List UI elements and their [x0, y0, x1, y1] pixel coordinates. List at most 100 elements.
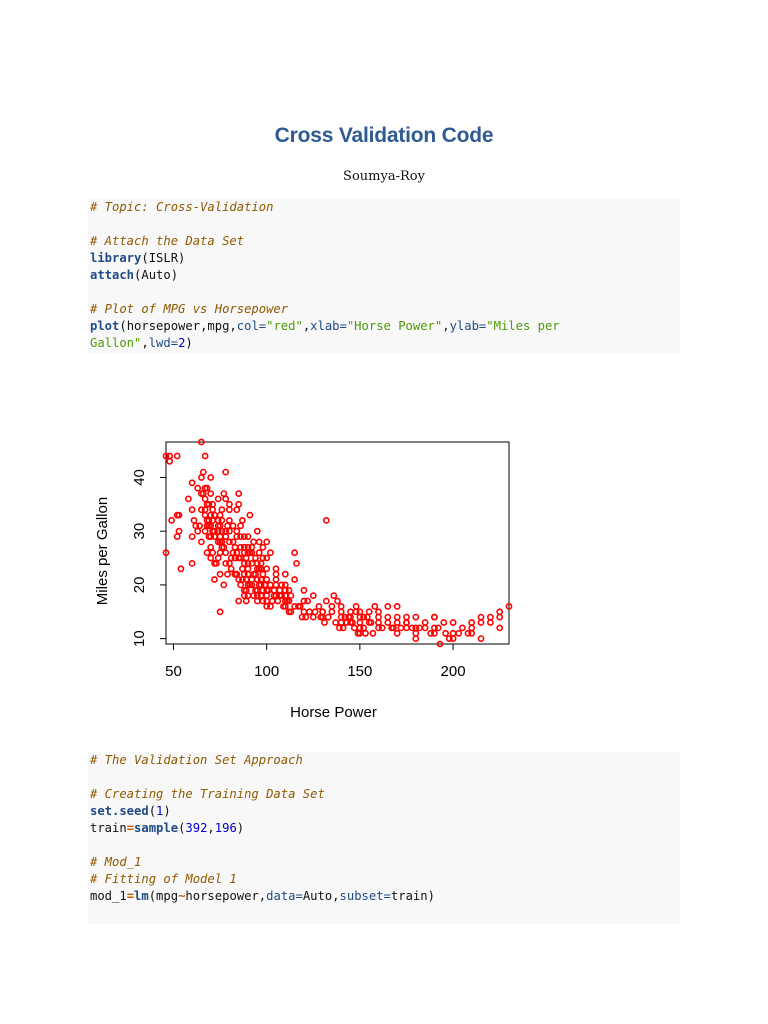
data-point — [306, 608, 313, 616]
data-point — [201, 452, 209, 460]
data-point — [274, 597, 282, 605]
data-point — [222, 559, 230, 567]
data-point — [300, 586, 308, 594]
data-point — [177, 565, 185, 573]
data-point — [225, 517, 233, 524]
data-point — [190, 517, 198, 524]
data-point — [393, 613, 401, 621]
data-point — [188, 506, 196, 514]
data-point — [257, 592, 265, 599]
code-comment: # The Validation Set Approach — [90, 753, 303, 767]
data-point — [240, 559, 248, 567]
data-point — [216, 533, 224, 540]
data-point — [268, 597, 276, 605]
data-point — [207, 474, 215, 481]
data-point — [287, 592, 295, 599]
data-point — [216, 549, 224, 557]
code-text: , — [302, 319, 311, 333]
code-text: (Auto) — [134, 268, 179, 282]
data-point — [276, 592, 284, 599]
x-tick-label: 150 — [347, 663, 372, 680]
data-point — [203, 549, 211, 557]
code-text: ) — [163, 804, 171, 818]
data-point — [263, 592, 271, 599]
data-point — [412, 613, 420, 621]
data-point — [263, 554, 271, 562]
data-point — [252, 554, 259, 562]
data-point — [214, 554, 222, 562]
data-point — [194, 527, 202, 535]
data-point — [185, 495, 192, 503]
data-point — [207, 511, 215, 519]
data-point — [248, 559, 256, 567]
code-operator: ~ — [178, 889, 186, 903]
data-point — [162, 452, 170, 460]
data-point — [365, 608, 373, 616]
plot-frame — [165, 441, 510, 645]
data-point — [434, 624, 442, 632]
data-point — [360, 624, 367, 632]
data-point — [278, 581, 285, 589]
code-line: # Attach the Data Set — [90, 233, 678, 250]
data-point — [375, 619, 382, 626]
code-comment: # Creating the Training Data Set — [90, 787, 325, 801]
code-comment: # Mod_1 — [90, 855, 142, 869]
code-line: set.seed(1) — [90, 803, 678, 820]
data-point — [207, 490, 215, 497]
data-point — [496, 608, 504, 616]
data-point — [294, 602, 302, 610]
data-point — [356, 608, 364, 616]
data-point — [378, 624, 386, 632]
data-point — [263, 576, 271, 583]
data-point — [225, 506, 233, 514]
code-text: mod_1 — [90, 889, 127, 903]
y-tick-label: 40 — [131, 469, 148, 486]
data-point — [272, 565, 280, 573]
data-point — [421, 624, 429, 632]
data-point — [259, 543, 267, 551]
data-point — [403, 624, 410, 632]
data-point — [233, 549, 241, 557]
y-axis-label: Miles per Gallon — [94, 497, 111, 605]
data-point — [235, 490, 243, 497]
data-point — [194, 484, 202, 492]
code-function: lm — [134, 889, 149, 903]
data-point — [449, 635, 457, 642]
data-point — [352, 608, 360, 616]
code-line: # Plot of MPG vs Horsepower — [90, 301, 678, 318]
data-point — [300, 608, 308, 616]
code-argument: col= — [236, 319, 267, 333]
data-point — [272, 576, 280, 583]
code-comment: # Topic: Cross-Validation — [90, 200, 274, 214]
data-point — [235, 597, 243, 605]
data-point — [227, 565, 235, 573]
data-point — [311, 608, 319, 616]
data-point — [362, 629, 369, 637]
data-point — [225, 559, 233, 567]
data-point — [477, 613, 485, 621]
data-point — [242, 554, 250, 562]
data-point — [188, 559, 196, 567]
code-argument: subset= — [339, 889, 391, 903]
code-text: train — [90, 821, 127, 835]
code-line: # The Validation Set Approach — [90, 752, 678, 769]
data-point — [272, 592, 280, 599]
data-point — [173, 533, 181, 540]
code-function: sample — [134, 821, 179, 835]
data-point — [403, 613, 410, 621]
data-point — [436, 640, 444, 648]
data-point — [281, 570, 289, 578]
data-point — [255, 538, 263, 546]
data-point — [328, 608, 336, 616]
data-point — [287, 608, 295, 616]
data-point — [302, 613, 310, 621]
data-point — [235, 576, 243, 583]
data-point — [211, 533, 218, 540]
data-point — [198, 438, 205, 446]
data-point — [350, 624, 358, 632]
data-point — [246, 511, 254, 519]
data-point — [393, 602, 401, 610]
code-line: library(ISLR) — [90, 250, 678, 267]
data-point — [231, 543, 239, 551]
data-point — [272, 570, 280, 578]
